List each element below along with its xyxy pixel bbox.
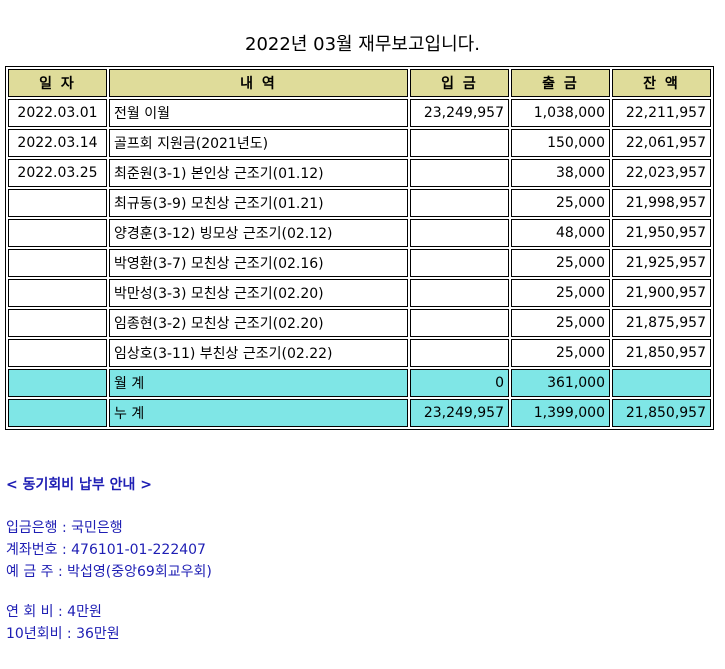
- notice-ten-year-fee: 10년회비 : 36만원: [6, 626, 120, 642]
- row-expense: 25,000: [511, 249, 610, 277]
- row-description: 최준원(3-1) 본인상 근조기(01.12): [109, 159, 408, 187]
- row-expense: 25,000: [511, 279, 610, 307]
- row-date: 2022.03.25: [8, 159, 107, 187]
- table-row: 최규동(3-9) 모친상 근조기(01.21) 25,000 21,998,957: [8, 189, 711, 217]
- table-row: 임상호(3-11) 부친상 근조기(02.22) 25,000 21,850,957: [8, 339, 711, 367]
- row-expense: 1,038,000: [511, 99, 610, 127]
- monthly-total-row: 월 계 0 361,000: [8, 369, 711, 397]
- notice-title: < 동기회비 납부 안내 >: [6, 477, 152, 493]
- cumulative-total-label: 누 계: [109, 399, 408, 427]
- header-expense: 출 금: [511, 69, 610, 97]
- row-balance: 22,023,957: [612, 159, 711, 187]
- row-income: [410, 219, 509, 247]
- row-expense: 48,000: [511, 219, 610, 247]
- cumulative-total-balance: 21,850,957: [612, 399, 711, 427]
- row-description: 박만성(3-3) 모친상 근조기(02.20): [109, 279, 408, 307]
- monthly-total-balance: [612, 369, 711, 397]
- row-date: [8, 219, 107, 247]
- row-description: 전월 이월: [109, 99, 408, 127]
- header-income: 입 금: [410, 69, 509, 97]
- row-income: [410, 339, 509, 367]
- monthly-total-date: [8, 369, 107, 397]
- finance-table: 일 자 내 역 입 금 출 금 잔 액 2022.03.01 전월 이월 23,24…: [5, 66, 714, 430]
- row-balance: 22,211,957: [612, 99, 711, 127]
- notice-annual-fee: 연 회 비 : 4만원: [6, 604, 102, 620]
- table-row: 박만성(3-3) 모친상 근조기(02.20) 25,000 21,900,957: [8, 279, 711, 307]
- row-balance: 21,925,957: [612, 249, 711, 277]
- row-description: 임상호(3-11) 부친상 근조기(02.22): [109, 339, 408, 367]
- row-description: 박영환(3-7) 모친상 근조기(02.16): [109, 249, 408, 277]
- row-income: [410, 309, 509, 337]
- row-expense: 25,000: [511, 189, 610, 217]
- table-row: 2022.03.25 최준원(3-1) 본인상 근조기(01.12) 38,000 2…: [8, 159, 711, 187]
- cumulative-total-expense: 1,399,000: [511, 399, 610, 427]
- table-row: 2022.03.01 전월 이월 23,249,957 1,038,000 22,211…: [8, 99, 711, 127]
- row-balance: 21,875,957: [612, 309, 711, 337]
- row-description: 골프회 지원금(2021년도): [109, 129, 408, 157]
- row-date: [8, 309, 107, 337]
- monthly-total-label: 월 계: [109, 369, 408, 397]
- row-income: 23,249,957: [410, 99, 509, 127]
- row-balance: 21,998,957: [612, 189, 711, 217]
- row-income: [410, 159, 509, 187]
- monthly-total-income: 0: [410, 369, 509, 397]
- row-balance: 21,850,957: [612, 339, 711, 367]
- page-title: 2022년 03월 재무보고입니다.: [245, 34, 480, 55]
- cumulative-total-income: 23,249,957: [410, 399, 509, 427]
- row-expense: 25,000: [511, 309, 610, 337]
- row-date: [8, 189, 107, 217]
- row-income: [410, 129, 509, 157]
- row-description: 임종현(3-2) 모친상 근조기(02.20): [109, 309, 408, 337]
- row-income: [410, 279, 509, 307]
- row-date: [8, 249, 107, 277]
- monthly-total-expense: 361,000: [511, 369, 610, 397]
- row-date: 2022.03.01: [8, 99, 107, 127]
- row-balance: 21,950,957: [612, 219, 711, 247]
- header-date: 일 자: [8, 69, 107, 97]
- cumulative-total-date: [8, 399, 107, 427]
- row-expense: 25,000: [511, 339, 610, 367]
- table-header-row: 일 자 내 역 입 금 출 금 잔 액: [8, 69, 711, 97]
- notice-bank: 입금은행 : 국민은행: [6, 520, 123, 536]
- row-income: [410, 249, 509, 277]
- row-balance: 22,061,957: [612, 129, 711, 157]
- row-expense: 150,000: [511, 129, 610, 157]
- row-date: [8, 339, 107, 367]
- row-date: [8, 279, 107, 307]
- notice-account: 계좌번호 : 476101-01-222407: [6, 542, 206, 558]
- table-row: 2022.03.14 골프회 지원금(2021년도) 150,000 22,061,9…: [8, 129, 711, 157]
- row-expense: 38,000: [511, 159, 610, 187]
- row-income: [410, 189, 509, 217]
- row-description: 최규동(3-9) 모친상 근조기(01.21): [109, 189, 408, 217]
- table-row: 박영환(3-7) 모친상 근조기(02.16) 25,000 21,925,957: [8, 249, 711, 277]
- table-row: 임종현(3-2) 모친상 근조기(02.20) 25,000 21,875,957: [8, 309, 711, 337]
- row-balance: 21,900,957: [612, 279, 711, 307]
- row-description: 양경훈(3-12) 빙모상 근조기(02.12): [109, 219, 408, 247]
- header-description: 내 역: [109, 69, 408, 97]
- header-balance: 잔 액: [612, 69, 711, 97]
- cumulative-total-row: 누 계 23,249,957 1,399,000 21,850,957: [8, 399, 711, 427]
- row-date: 2022.03.14: [8, 129, 107, 157]
- table-row: 양경훈(3-12) 빙모상 근조기(02.12) 48,000 21,950,957: [8, 219, 711, 247]
- notice-holder: 예 금 주 : 박섭영(중앙69회교우회): [6, 564, 212, 580]
